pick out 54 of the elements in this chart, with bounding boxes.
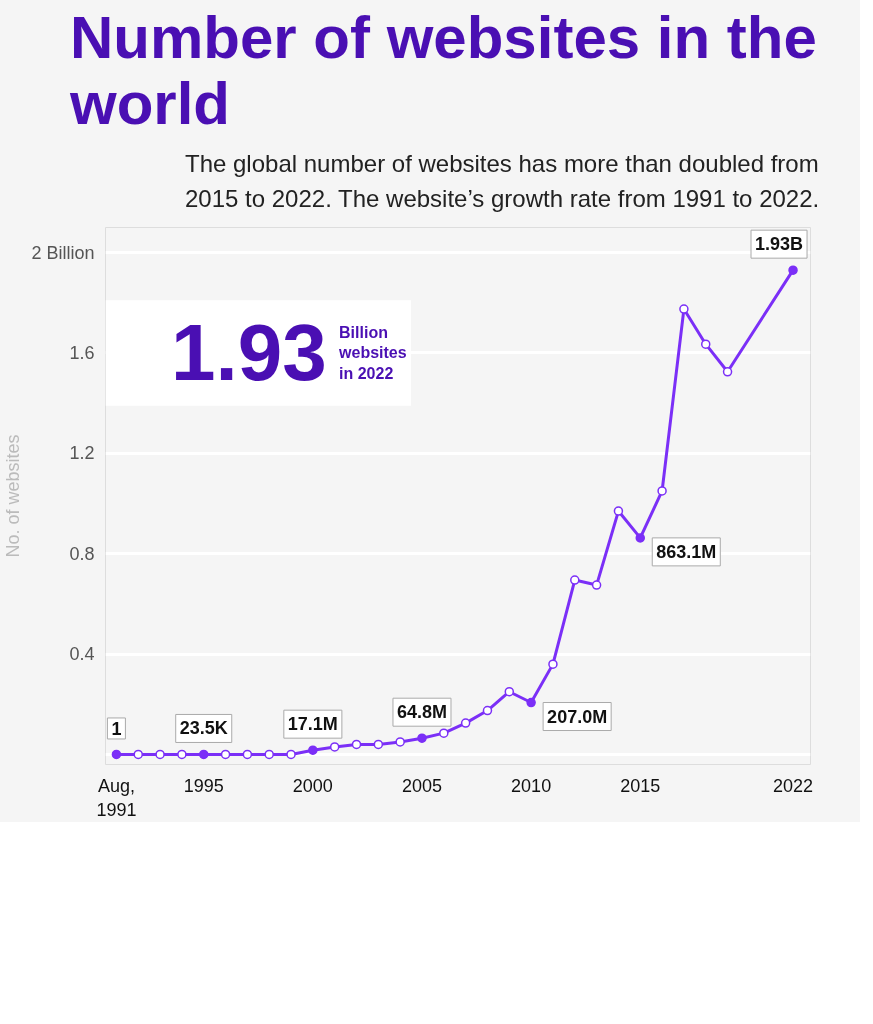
point <box>220 749 231 759</box>
point <box>439 727 449 738</box>
annotation: 207.0M <box>547 706 608 727</box>
point <box>613 505 624 516</box>
point <box>788 265 798 275</box>
point <box>482 705 493 715</box>
point <box>504 686 515 697</box>
point <box>395 736 405 747</box>
point <box>570 574 580 585</box>
point <box>548 658 558 669</box>
annotation: 863.1M <box>656 541 717 562</box>
point <box>635 532 645 543</box>
x-tick-label: 2000 <box>292 775 333 796</box>
chart-title: Number of websites in the world <box>70 4 818 137</box>
point <box>264 749 274 759</box>
x-tick-label: 2005 <box>401 775 443 796</box>
point <box>722 366 733 377</box>
y-tick-label: 1.2 <box>69 442 95 463</box>
y-axis-title: No. of websites <box>3 434 24 558</box>
y-tick-label: 0.4 <box>69 643 95 664</box>
x-tick-label: 2010 <box>511 775 552 796</box>
point <box>373 739 384 749</box>
x-tick-label: Aug, 1991 <box>96 775 137 820</box>
point <box>657 485 667 496</box>
point <box>155 749 165 759</box>
point <box>133 749 143 759</box>
annotation: Billion websites in 2022 <box>338 323 407 382</box>
chart-subtitle: The global number of websites has more than doubled from 2015 to 2022. The website’s growth rate from 1991 to 2022. <box>185 149 821 214</box>
point <box>417 733 427 743</box>
point <box>242 749 253 759</box>
y-tick-label: 1.6 <box>69 342 95 363</box>
point <box>177 749 187 759</box>
point <box>591 579 602 590</box>
x-tick-label: 1995 <box>183 775 224 796</box>
annotation: 17.1M <box>287 713 338 734</box>
annotation: 1.93 <box>170 308 327 398</box>
point <box>526 697 536 707</box>
annotation: 1 <box>111 718 122 739</box>
point <box>679 303 689 314</box>
point <box>700 339 711 349</box>
y-tick-label: 2 Billion <box>31 242 95 263</box>
point <box>198 749 209 759</box>
annotation: 64.8M <box>396 701 447 722</box>
point <box>308 745 318 755</box>
annotation: 23.5K <box>179 718 228 739</box>
point <box>351 739 362 749</box>
point <box>460 717 471 728</box>
point <box>286 749 296 759</box>
point <box>111 749 122 759</box>
y-tick-label: 0.8 <box>69 543 95 564</box>
annotation: 1.93B <box>755 233 804 254</box>
x-tick-label: 2015 <box>620 775 661 796</box>
point <box>329 741 340 752</box>
x-tick-label: 2022 <box>773 775 814 796</box>
